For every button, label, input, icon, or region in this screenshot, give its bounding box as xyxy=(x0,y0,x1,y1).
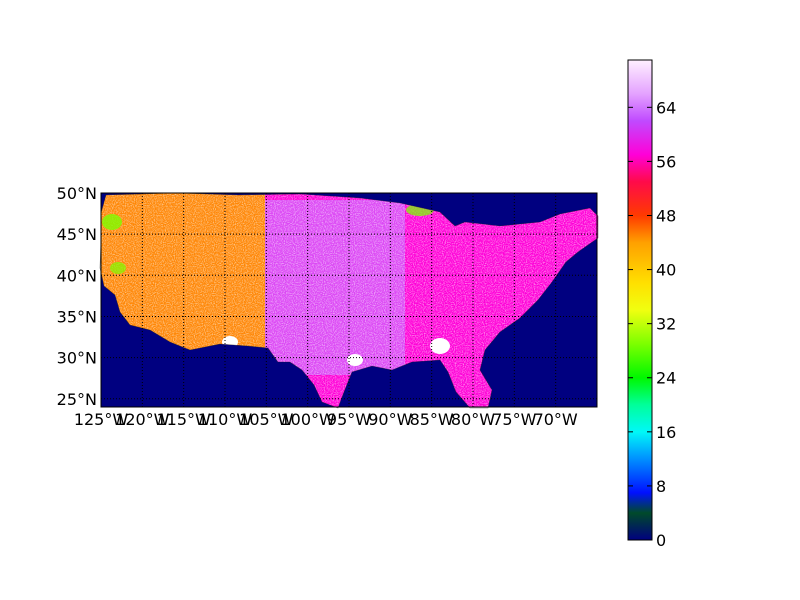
lon-tick-label: 95°W xyxy=(327,410,371,429)
lon-tick-label: 70°W xyxy=(534,410,578,429)
colorbar-tick-label: 8 xyxy=(656,477,666,496)
lon-tick-label: 120°W xyxy=(115,410,170,429)
lon-tick-label: 85°W xyxy=(410,410,454,429)
colorbar-tick-label: 56 xyxy=(656,152,676,171)
data-field xyxy=(101,193,598,408)
colorbar-tick-label: 0 xyxy=(656,531,666,550)
colorbar-tick-label: 40 xyxy=(656,261,676,280)
lat-tick-label: 45°N xyxy=(57,225,97,244)
white-patch-fl xyxy=(430,338,450,354)
white-patch-tx xyxy=(347,354,363,366)
lat-tick-label: 35°N xyxy=(57,307,97,326)
lon-tick-label: 110°W xyxy=(198,410,253,429)
lon-tick-label: 100°W xyxy=(280,410,335,429)
colorbar-tick-label: 32 xyxy=(656,315,676,334)
colorbar: 0 8 16 24 32 40 48 56 64 xyxy=(627,59,676,550)
lon-tick-label: 105°W xyxy=(239,410,294,429)
map-frame xyxy=(100,192,598,408)
colorbar-gradient xyxy=(628,60,652,540)
lat-tick-label: 25°N xyxy=(57,390,97,409)
green-patch-w xyxy=(110,262,126,274)
lat-tick-label: 30°N xyxy=(57,349,97,368)
lat-tick-label: 40°N xyxy=(57,266,97,285)
colorbar-tick-label: 24 xyxy=(656,369,676,388)
colorbar-tick-label: 48 xyxy=(656,206,676,225)
colorbar-tick-label: 64 xyxy=(656,98,676,117)
colorbar-ticks: 0 8 16 24 32 40 48 56 64 xyxy=(628,98,676,550)
lon-tick-label: 90°W xyxy=(368,410,412,429)
green-patch-nw xyxy=(102,214,122,230)
lon-tick-label: 80°W xyxy=(451,410,495,429)
lat-tick-label: 50°N xyxy=(57,184,97,203)
longitude-labels: 125°W120°W115°W110°W105°W100°W95°W90°W85… xyxy=(74,410,578,429)
colorbar-tick-label: 16 xyxy=(656,423,676,442)
lon-tick-label: 115°W xyxy=(156,410,211,429)
colorbar-frame xyxy=(627,59,653,541)
lon-tick-label: 75°W xyxy=(492,410,536,429)
latitude-labels: 50°N 45°N 40°N 35°N 30°N 25°N xyxy=(57,184,97,409)
lon-tick-label: 125°W xyxy=(74,410,129,429)
